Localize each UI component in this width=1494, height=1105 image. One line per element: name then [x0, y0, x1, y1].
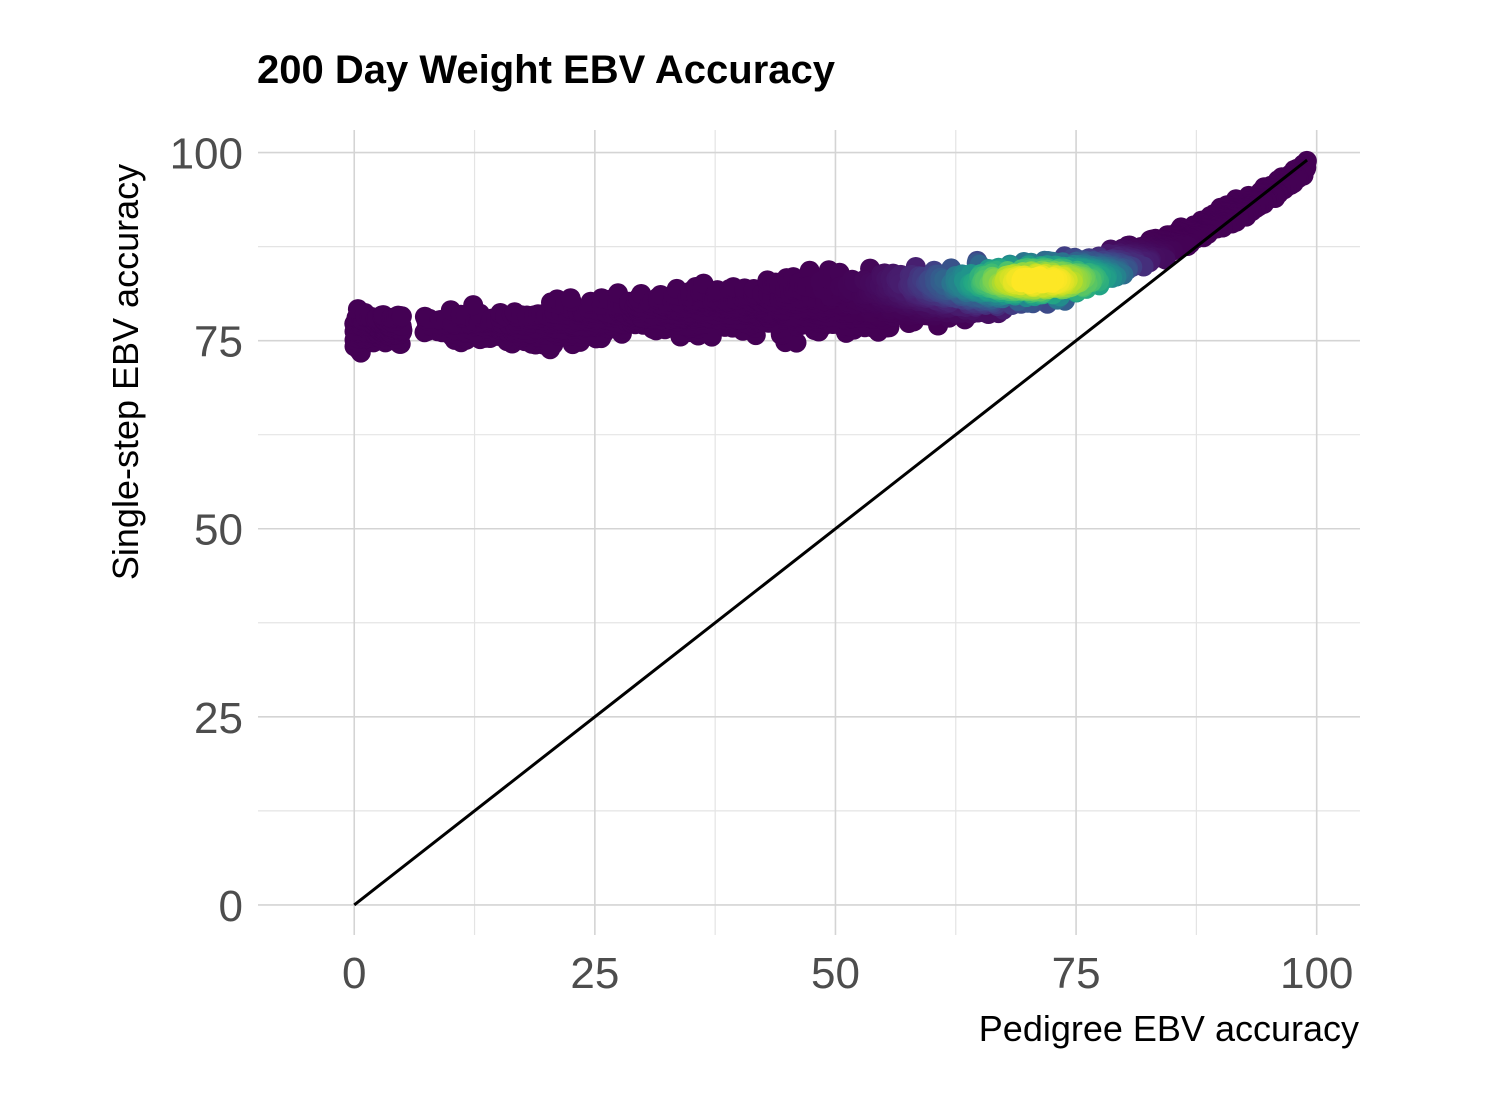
data-points — [344, 150, 1317, 363]
y-tick-label: 75 — [194, 318, 243, 367]
x-tick-label: 75 — [1052, 949, 1101, 998]
x-tick-label: 100 — [1280, 949, 1353, 998]
x-tick-label: 25 — [570, 949, 619, 998]
data-point — [391, 306, 412, 327]
x-tick-label: 50 — [811, 949, 860, 998]
x-axis-ticks: 0 25 50 75 100 — [342, 949, 1353, 998]
y-tick-label: 50 — [194, 506, 243, 555]
y-tick-label: 0 — [219, 882, 243, 931]
chart-title: 200 Day Weight EBV Accuracy — [257, 48, 836, 92]
y-tick-label: 25 — [194, 694, 243, 743]
y-axis-label: Single-step EBV accuracy — [105, 164, 146, 580]
y-axis-ticks: 0 25 50 75 100 — [170, 130, 243, 931]
x-tick-label: 0 — [342, 949, 366, 998]
data-point — [463, 295, 484, 316]
y-tick-label: 100 — [170, 130, 243, 179]
identity-reference-line — [353, 158, 1308, 907]
data-point — [1029, 270, 1050, 291]
data-point — [560, 288, 581, 309]
x-axis-label: Pedigree EBV accuracy — [979, 1008, 1359, 1049]
